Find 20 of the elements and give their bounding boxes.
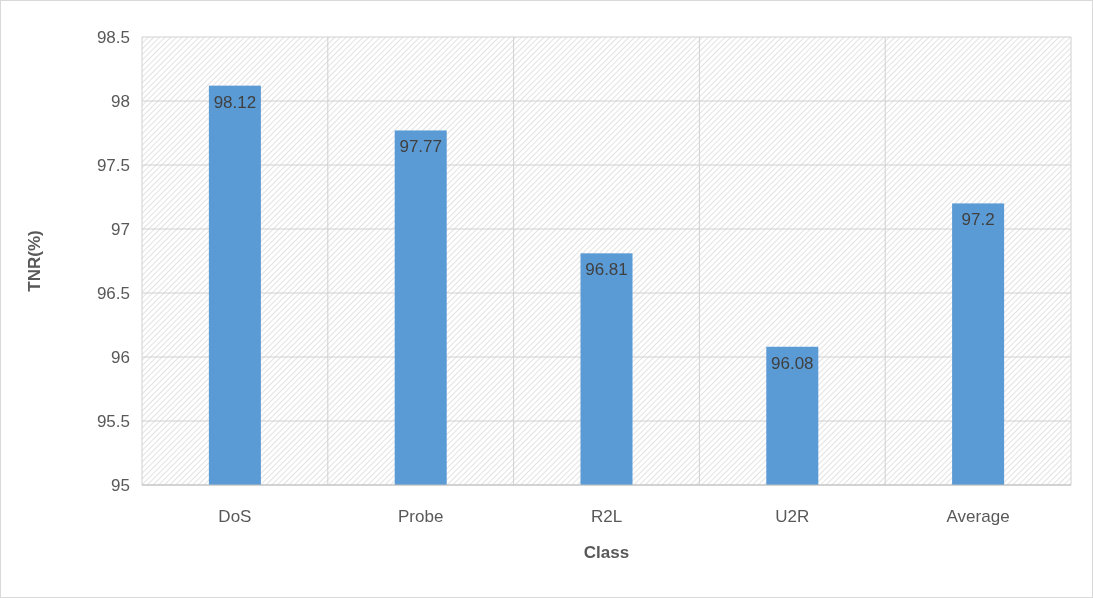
y-tick-label: 98 — [111, 91, 130, 111]
x-tick-label: Probe — [398, 507, 444, 526]
y-tick-label: 96 — [111, 347, 130, 367]
y-tick-label: 97.5 — [96, 155, 130, 175]
y-tick-label: 97 — [111, 219, 130, 239]
y-tick-label: 98.5 — [96, 27, 130, 47]
y-axis-title: TNR(%) — [25, 230, 44, 292]
x-tick-label: U2R — [775, 507, 810, 526]
data-label: 96.81 — [585, 260, 628, 280]
x-tick-label: DoS — [218, 507, 252, 526]
x-axis-title: Class — [583, 543, 630, 562]
data-label: 97.77 — [399, 137, 442, 157]
y-tick-label: 95.5 — [96, 411, 130, 431]
x-tick-label: R2L — [590, 507, 623, 526]
data-label: 98.12 — [213, 92, 257, 112]
y-tick-label: 96.5 — [96, 283, 130, 303]
data-label: 96.08 — [771, 353, 814, 373]
x-tick-label: Average — [946, 507, 1010, 526]
data-label: 97.2 — [961, 210, 995, 230]
y-tick-label: 95 — [111, 475, 130, 495]
